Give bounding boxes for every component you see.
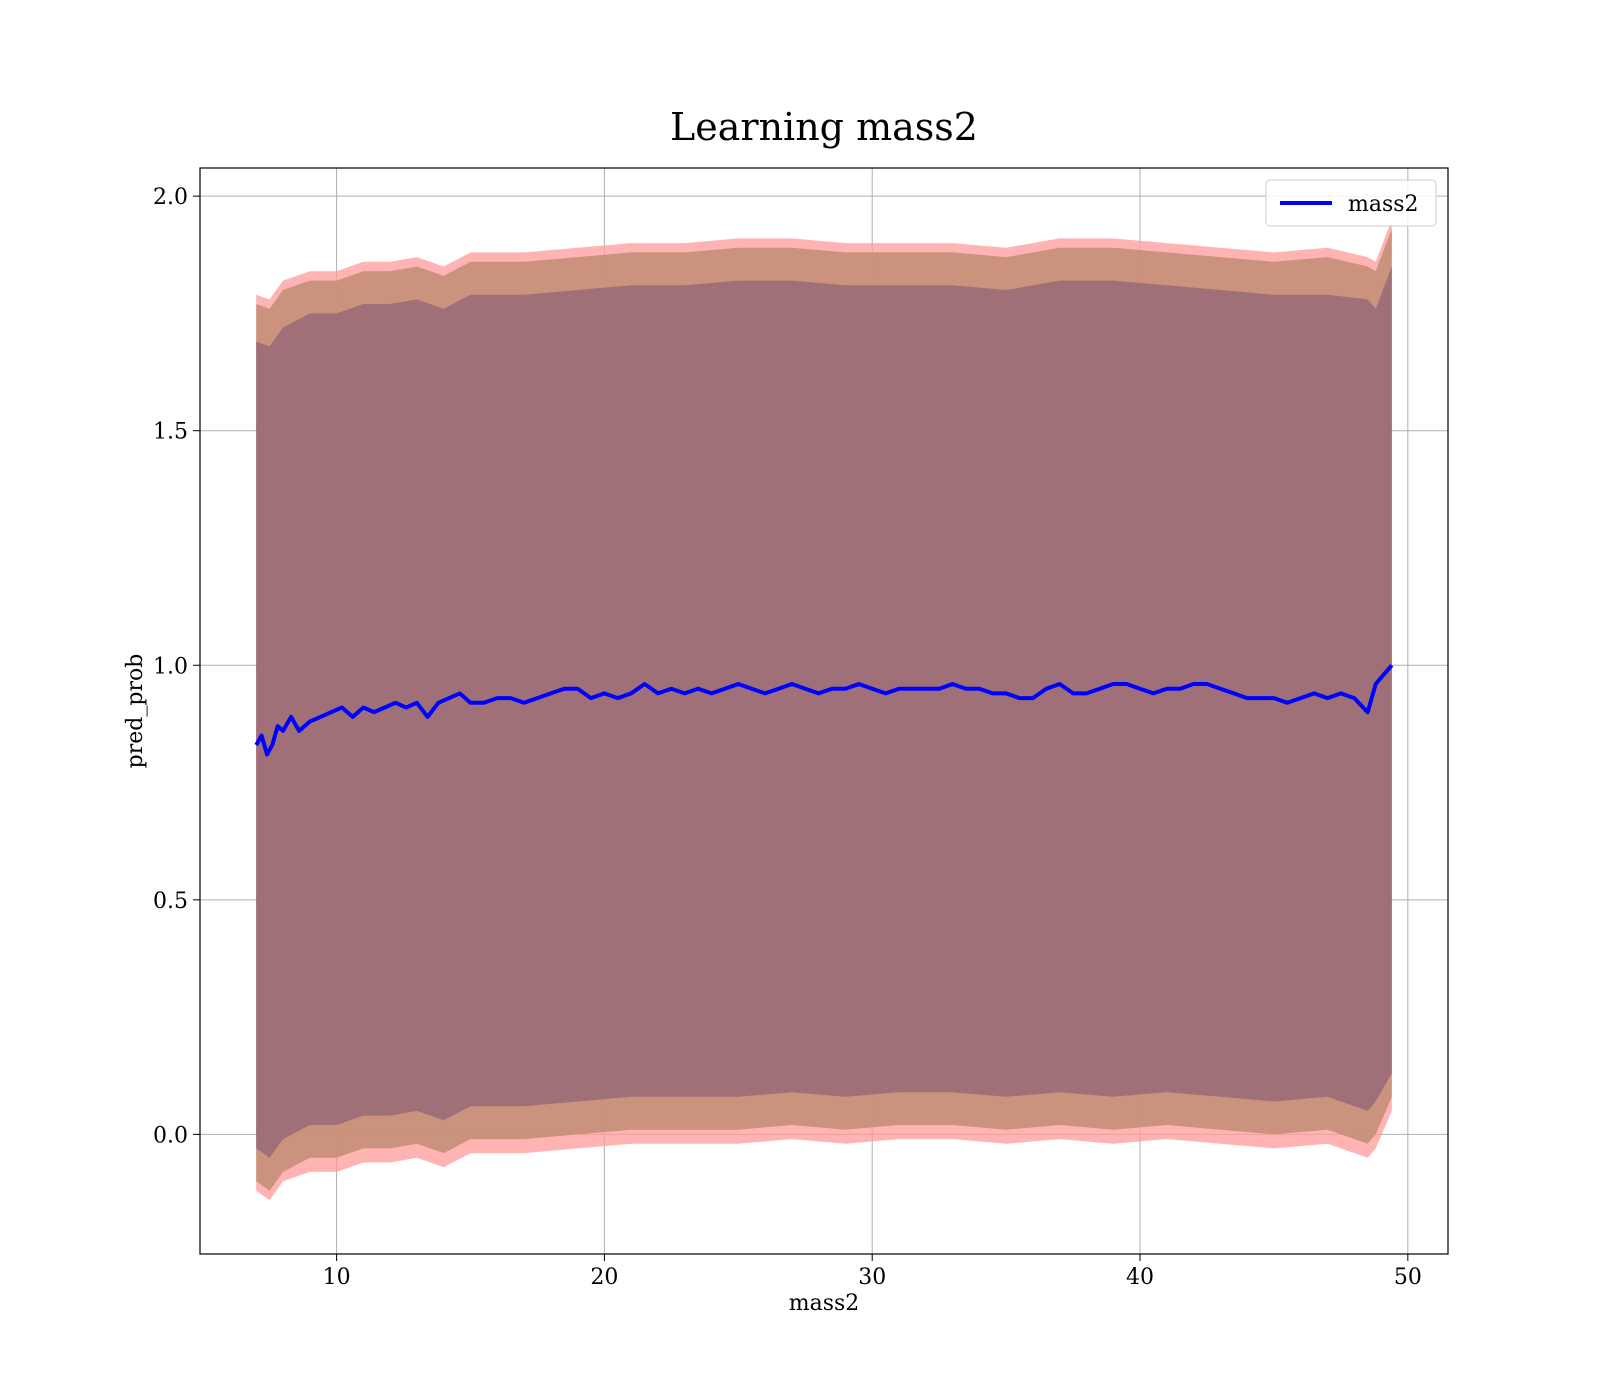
series-line-mass2 [254, 663, 1394, 757]
legend-box [1265, 179, 1437, 227]
x-axis-label: mass2 [789, 1291, 860, 1316]
tick-layer: 10 20 30 40 50 0.0 0.5 1.0 1.5 2.0 [153, 185, 1422, 1290]
y-tick-label: 0.5 [153, 889, 188, 914]
x-tick-label: 50 [1394, 1265, 1422, 1290]
legend: mass2 [1265, 179, 1437, 227]
band-layer [256, 219, 1392, 1201]
x-tick-label: 30 [858, 1265, 886, 1290]
y-tick-label: 2.0 [153, 185, 188, 210]
x-tick-label: 10 [323, 1265, 351, 1290]
x-tick-label: 20 [590, 1265, 618, 1290]
band-inner [256, 266, 1392, 1158]
chart-title: Learning mass2 [670, 105, 978, 149]
y-axis-label: pred_prob [123, 654, 148, 769]
plot-frame [199, 167, 1449, 1255]
y-tick-label: 1.5 [153, 420, 188, 445]
line-layer [254, 663, 1394, 757]
legend-label-mass2: mass2 [1348, 192, 1419, 217]
y-tick-label: 0.0 [153, 1123, 188, 1148]
x-tick-label: 40 [1126, 1265, 1154, 1290]
y-tick-label: 1.0 [153, 654, 188, 679]
